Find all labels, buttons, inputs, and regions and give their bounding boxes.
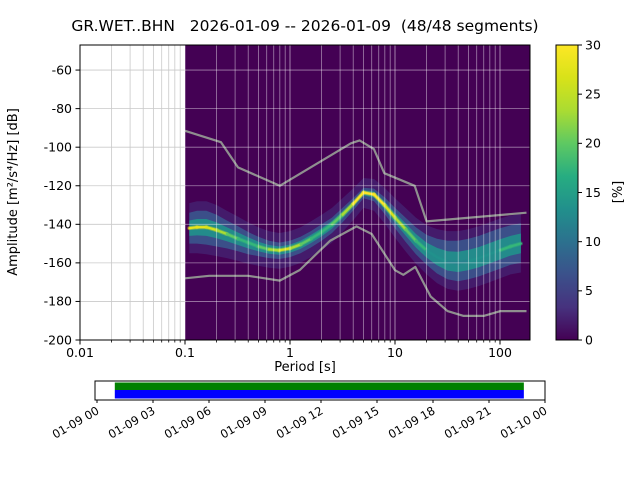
psd-mode-line bbox=[404, 228, 417, 242]
psd-mode-line bbox=[414, 239, 428, 252]
psd-band-mid bbox=[189, 190, 521, 272]
colorbar-ticks: 0 5 10 15 20 25 30 bbox=[578, 37, 601, 347]
psd-mode-line bbox=[215, 228, 228, 236]
psd-mode-line bbox=[509, 242, 522, 248]
x-axis-label: Period [s] bbox=[274, 360, 336, 375]
psd-mode-line bbox=[320, 223, 334, 234]
x-tick-label: 10 bbox=[387, 345, 403, 360]
y-axis-label: Amplitude [m²/s⁴/Hz] [dB] bbox=[6, 108, 21, 276]
psd-mode-line bbox=[425, 249, 439, 259]
colorbar-label: [%] bbox=[611, 181, 626, 204]
psd-mode-line bbox=[330, 213, 344, 226]
psd-mode-line bbox=[257, 245, 271, 251]
psd-mode-line bbox=[299, 237, 312, 246]
psd-mode-line bbox=[467, 256, 481, 263]
colorbar-tick-label: 10 bbox=[585, 234, 601, 249]
psd-mode-line bbox=[435, 255, 449, 264]
psd-mode-line bbox=[383, 203, 397, 219]
x-tick-labels: 0.01 0.1 1 10 100 bbox=[66, 345, 512, 360]
psd-mode-line bbox=[236, 237, 250, 244]
low-noise-model-line bbox=[184, 225, 527, 317]
figure-title: GR.WET..BHN 2026-01-09 -- 2026-01-09 (48… bbox=[71, 17, 538, 35]
psd-mode-line bbox=[488, 249, 502, 256]
high-noise-model-line bbox=[184, 129, 527, 223]
x-tick-label: 1 bbox=[286, 345, 294, 360]
psd-mode-line bbox=[362, 191, 376, 196]
y-tick-label: -80 bbox=[52, 101, 72, 116]
timeline-coverage-bottom bbox=[114, 390, 524, 399]
colorbar-tick-label: 20 bbox=[585, 136, 601, 151]
colorbar-tick-label: 5 bbox=[585, 283, 593, 298]
colorbar-gradient bbox=[555, 44, 579, 341]
psd-mode-line bbox=[341, 202, 355, 216]
y-tick-label: -160 bbox=[44, 255, 72, 270]
psd-mode-line bbox=[278, 247, 292, 252]
y-tick-labels: -60 -80 -100 -120 -140 -160 -180 -200 bbox=[44, 62, 72, 347]
psd-mode-line bbox=[393, 216, 407, 231]
y-tick-label: -120 bbox=[44, 178, 72, 193]
psd-mode-line bbox=[372, 193, 386, 207]
psd-mode-line bbox=[188, 226, 199, 230]
y-tick-label: -180 bbox=[44, 294, 72, 309]
colorbar-tick-label: 15 bbox=[585, 185, 601, 200]
psd-mode-line bbox=[498, 245, 512, 252]
noise-model-lines bbox=[184, 129, 527, 317]
y-tick-label: -60 bbox=[52, 62, 72, 77]
psd-mode-line bbox=[351, 191, 365, 206]
colorbar-tick-label: 25 bbox=[585, 86, 601, 101]
y-tick-label: -140 bbox=[44, 217, 72, 232]
axis-ticks bbox=[75, 69, 501, 345]
psd-mode-line bbox=[477, 253, 491, 260]
x-tick-label: 100 bbox=[488, 345, 512, 360]
colorbar-tick-label: 30 bbox=[585, 37, 601, 52]
psd-mode-line bbox=[247, 241, 260, 248]
x-tick-label: 0.01 bbox=[66, 345, 94, 360]
psd-mode-line bbox=[205, 226, 218, 232]
timeline-coverage bbox=[114, 382, 524, 399]
x-tick-label: 0.1 bbox=[175, 345, 195, 360]
plot-frame bbox=[79, 44, 531, 341]
y-tick-label: -200 bbox=[44, 332, 72, 347]
gridlines bbox=[80, 45, 530, 340]
y-tick-label: -100 bbox=[44, 139, 72, 154]
colorbar: 0 5 10 15 20 25 30 [%] bbox=[555, 37, 626, 347]
psd-mode-line bbox=[225, 232, 240, 240]
psd-mode-line bbox=[288, 243, 302, 250]
psd-mode-line bbox=[309, 230, 323, 240]
timeline-coverage-top bbox=[114, 382, 524, 390]
colorbar-tick-label: 0 bbox=[585, 332, 593, 347]
